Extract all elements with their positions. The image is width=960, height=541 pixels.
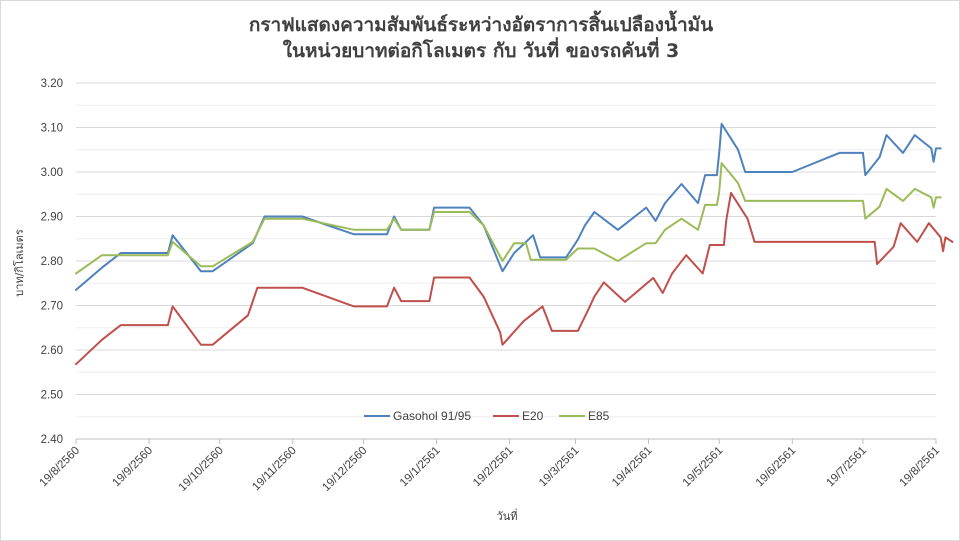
series-line-2 [75, 162, 942, 275]
legend-label: E20 [522, 409, 544, 423]
x-tick-label: 19/2/2561 [471, 445, 516, 490]
y-tick-label: 2.90 [41, 212, 63, 224]
x-axis-title: วันที่ [497, 508, 518, 523]
x-tick-label: 19/8/2561 [897, 445, 942, 490]
y-tick-label: 3.10 [41, 123, 63, 135]
legend-label: Gasohol 91/95 [393, 409, 471, 423]
series-lines [75, 122, 954, 366]
x-tick-label: 19/10/2560 [177, 445, 226, 494]
x-tick-label: 19/3/2561 [537, 445, 582, 490]
series-line-1 [75, 191, 954, 366]
y-tick-labels: 2.40 2.50 2.60 2.70 2.80 2.90 3.00 3.10 3.20 [41, 78, 63, 446]
x-tick-label: 19/6/2561 [754, 445, 799, 490]
x-tick-label: 19/5/2561 [681, 445, 726, 490]
y-tick-label: 2.40 [41, 434, 63, 446]
x-tick-label: 19/7/2561 [824, 445, 869, 490]
x-tick-label: 19/11/2560 [250, 445, 299, 494]
chart-title-line-1: กราฟแสดงความสัมพันธ์ระหว่างอัตราการสิ้นเ… [249, 10, 713, 36]
legend: Gasohol 91/95 E20 E85 [364, 409, 610, 423]
y-axis-title: บาท/กิโลเมตร [12, 229, 26, 297]
y-tick-label: 2.80 [41, 256, 63, 268]
y-tick-label: 3.00 [41, 167, 63, 179]
x-tick-label: 19/9/2560 [110, 445, 155, 490]
axes [75, 438, 937, 444]
y-tick-label: 2.70 [41, 301, 63, 313]
legend-label: E85 [588, 409, 610, 423]
x-tick-label: 19/8/2560 [37, 445, 82, 490]
x-tick-label: 19/12/2560 [320, 445, 369, 494]
y-tick-label: 3.20 [41, 78, 63, 90]
chart-title-line-2: ในหน่วยบาทต่อกิโลเมตร กับ วันที่ ของรถคั… [283, 37, 680, 62]
x-tick-labels: 19/8/2560 19/9/2560 19/10/2560 19/11/2560 19… [37, 445, 942, 494]
x-tick-label: 19/1/2561 [398, 445, 443, 490]
x-tick-label: 19/4/2561 [610, 445, 655, 490]
gridlines [76, 82, 936, 440]
y-tick-label: 2.50 [41, 390, 63, 402]
series-line-0 [75, 122, 942, 291]
y-tick-label: 2.60 [41, 345, 63, 357]
